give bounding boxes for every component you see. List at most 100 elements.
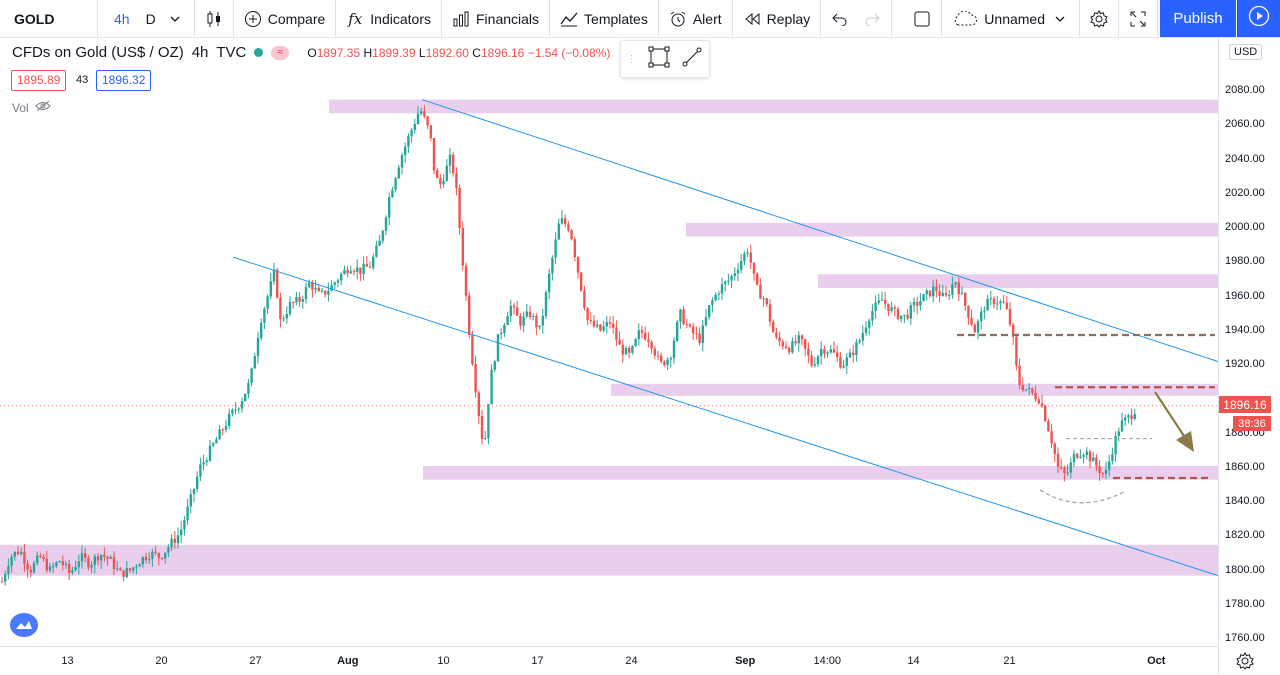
candle-body [295, 297, 298, 303]
candle-body [420, 111, 423, 114]
bid-price[interactable]: 1895.89 [11, 70, 67, 91]
rectangle-tool-icon[interactable] [648, 46, 670, 73]
candle-body [464, 265, 468, 296]
undo-icon[interactable] [831, 10, 849, 28]
market-status-icon[interactable] [254, 48, 264, 57]
candle-body [442, 180, 445, 185]
candle-body [516, 307, 519, 316]
time-axis[interactable]: 13 20 27 Aug 10 17 24 Sep 14:00 14 21 Oct [0, 646, 1218, 674]
candle-body [1053, 443, 1056, 454]
legend-close: 1896.16 [480, 45, 525, 60]
candle-body [384, 217, 388, 231]
candle-body [717, 293, 720, 295]
candle-body [711, 300, 714, 306]
financials-button[interactable]: Financials [442, 0, 551, 37]
candle-body [423, 111, 426, 117]
price-axis[interactable]: 2080.00 2060.00 2040.00 2020.00 2000.00 1980.… [1218, 38, 1280, 674]
square-icon [913, 10, 931, 28]
candle-body [429, 125, 432, 139]
candle-body [816, 356, 820, 365]
candle-body [532, 316, 535, 318]
tradingview-logo-icon[interactable] [10, 613, 38, 637]
candle-body [128, 568, 132, 571]
templates-button[interactable]: Templates [550, 0, 659, 37]
candle-body [788, 348, 791, 353]
publish-button[interactable]: Publish [1160, 0, 1236, 37]
candle-body [778, 337, 781, 342]
layout-selector[interactable]: Unnamed [942, 0, 1080, 37]
price-tick-label: 1840.00 [1225, 495, 1265, 507]
publish-menu-button[interactable] [1237, 0, 1280, 37]
candle-body [138, 564, 141, 567]
candle-body [896, 308, 900, 320]
candle-body [884, 299, 887, 304]
approx-badge-icon[interactable]: ≈ [271, 45, 290, 60]
candle-body [1024, 389, 1028, 391]
candle-body [903, 314, 906, 316]
candle-body [1104, 469, 1108, 474]
price-chart[interactable] [0, 38, 1218, 646]
candle-body [496, 334, 500, 362]
candle-body [1002, 301, 1005, 303]
candle-body [320, 290, 324, 292]
trendline-tool-icon[interactable] [681, 46, 703, 73]
candle-body [1082, 455, 1085, 457]
redo-icon[interactable] [863, 10, 881, 28]
drag-handle-icon[interactable]: ⋮ [626, 53, 637, 65]
alert-button[interactable]: Alert [659, 0, 733, 37]
candle-body [1101, 473, 1104, 475]
candle-body [340, 274, 343, 281]
candle-body [397, 167, 400, 179]
candle-body [820, 349, 823, 357]
fullscreen-button[interactable] [1119, 0, 1158, 37]
candle-body [356, 267, 359, 272]
candle-body [647, 339, 650, 342]
candle-body [256, 338, 260, 357]
eye-hidden-icon[interactable] [34, 100, 51, 115]
candle-body [756, 273, 759, 285]
candle-body [612, 323, 615, 328]
candle-body [637, 330, 640, 339]
chart-type-button[interactable] [195, 0, 234, 37]
candle-body [519, 315, 522, 326]
ask-price[interactable]: 1896.32 [96, 70, 152, 91]
interval-d[interactable]: D [145, 10, 156, 27]
indicators-button[interactable]: fx Indicators [336, 0, 442, 37]
replay-button[interactable]: Replay [733, 0, 822, 37]
rounded-bottom-arc [1039, 489, 1127, 504]
candle-body [564, 218, 567, 225]
chart-settings-gear-icon[interactable] [1236, 652, 1254, 675]
projection-arrowhead [1176, 431, 1194, 452]
candle-body [967, 305, 970, 318]
candle-body [740, 261, 743, 270]
candle-body [74, 567, 77, 571]
candle-body [327, 290, 330, 295]
candle-body [314, 287, 317, 290]
candle-body [55, 562, 58, 567]
price-tick-label: 1800.00 [1225, 563, 1265, 576]
candle-body [704, 316, 708, 326]
candle-body [301, 298, 304, 302]
candle-body [608, 321, 612, 324]
candle-body [381, 230, 384, 241]
candle-body [698, 333, 701, 344]
legend-timeframe: 4h [191, 44, 209, 61]
currency-label[interactable]: USD [1229, 44, 1263, 60]
candle-body [122, 570, 125, 577]
candle-body [877, 300, 880, 303]
candle-body [432, 138, 436, 171]
settings-button[interactable] [1080, 0, 1119, 37]
compare-button[interactable]: Compare [234, 0, 337, 37]
candle-body [823, 349, 826, 354]
interval-4h[interactable]: 4h [114, 10, 130, 27]
symbol-search[interactable]: GOLD [0, 0, 98, 37]
select-tool-button[interactable] [903, 0, 943, 37]
candle-body [10, 556, 13, 567]
candle-body [624, 348, 628, 355]
candle-body [493, 361, 496, 370]
candle-body [4, 574, 7, 582]
candle-body [1114, 435, 1117, 455]
interval-selector[interactable]: 4h D [98, 0, 195, 37]
volume-legend[interactable]: Vol [12, 100, 51, 115]
chevron-down-icon[interactable] [166, 10, 184, 28]
